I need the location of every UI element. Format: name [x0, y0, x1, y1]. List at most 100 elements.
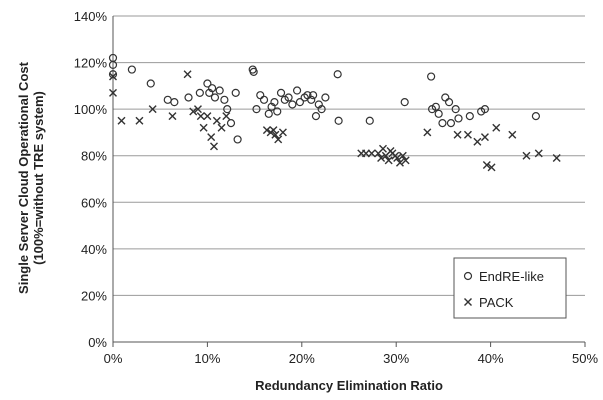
tick-labels: 0% 20% 40% 60% 80% 100% 120% 140% 0% 10% 20% 30% 40%…: [74, 9, 599, 366]
endre-like-point: [284, 93, 293, 102]
legend: EndRE-like PACK: [453, 257, 567, 319]
pack-point: [203, 112, 212, 121]
endre-like-point: [317, 105, 326, 114]
endre-like-point: [215, 86, 224, 95]
pack-point: [262, 126, 271, 135]
pack-point: [482, 161, 491, 170]
endre-like-point: [480, 105, 490, 114]
x-axis-title: Redundancy Elimination Ratio: [255, 378, 443, 393]
endre-like-point: [365, 116, 374, 125]
data-points: [108, 53, 561, 172]
y-tick-label: 40%: [81, 242, 107, 257]
endre-like-point: [264, 109, 273, 118]
endre-like-point: [163, 95, 172, 104]
pack-point: [207, 133, 216, 142]
endre-like-point: [334, 116, 343, 125]
pack-point: [395, 158, 404, 167]
pack-point: [463, 130, 472, 139]
x-tick-label: 10%: [194, 351, 220, 366]
pack-point: [480, 133, 489, 142]
y-tick-label: 120%: [74, 56, 108, 71]
y-axis-title-line2: (100%=without TRE system): [31, 91, 46, 265]
y-axis-title-line1: Single Server Cloud Operational Cost: [16, 61, 31, 294]
endre-like-point: [108, 70, 118, 79]
endre-like-point: [223, 105, 232, 114]
pack-point: [398, 151, 407, 160]
endre-like-point: [431, 102, 440, 111]
endre-like-point: [444, 98, 454, 107]
pack-point: [423, 128, 432, 137]
endre-like-point: [170, 98, 179, 107]
x-tick-label: 40%: [478, 351, 504, 366]
endre-like-point: [434, 109, 443, 118]
pack-point: [487, 163, 496, 172]
y-tick-label: 60%: [81, 195, 107, 210]
pack-point: [552, 154, 561, 163]
pack-point: [377, 154, 386, 163]
endre-like-point: [427, 72, 436, 81]
endre-like-point: [441, 93, 450, 102]
endre-like-point: [256, 91, 265, 100]
endre-like-point: [438, 119, 447, 128]
x-tick-label: 30%: [383, 351, 409, 366]
endre-like-point: [400, 98, 409, 107]
x-tick-label: 50%: [572, 351, 598, 366]
legend-circle-marker: [463, 271, 473, 281]
endre-like-point: [146, 79, 155, 88]
endre-like-point: [195, 88, 204, 97]
y-tick-label: 20%: [81, 288, 107, 303]
x-tick-label: 20%: [289, 351, 315, 366]
pack-point: [492, 123, 501, 132]
pack-point: [361, 149, 370, 158]
endre-like-point: [465, 112, 474, 121]
pack-point: [217, 123, 226, 132]
pack-point: [401, 156, 410, 165]
pack-point: [109, 72, 117, 81]
y-axis-title: Single Server Cloud Operational Cost (10…: [16, 61, 46, 294]
endre-like-point: [220, 95, 229, 104]
series-pack: [109, 70, 561, 172]
pack-point: [183, 70, 192, 79]
endre-like-point: [231, 88, 240, 97]
pack-point: [193, 105, 202, 114]
series-endre-like: [108, 53, 541, 144]
y-tick-label: 100%: [74, 102, 108, 117]
endre-like-point: [226, 119, 236, 128]
y-tick-label: 80%: [81, 149, 107, 164]
pack-point: [278, 128, 287, 137]
legend-label-endre: EndRE-like: [479, 269, 544, 284]
endre-like-point: [307, 95, 316, 104]
endre-like-point: [233, 135, 242, 144]
endre-like-point: [454, 114, 463, 123]
pack-point: [274, 135, 283, 144]
y-tick-label: 140%: [74, 9, 108, 24]
endre-like-point: [208, 84, 217, 93]
endre-like-point: [531, 112, 541, 121]
pack-point: [212, 116, 221, 125]
endre-like-point: [295, 98, 305, 107]
endre-like-point: [252, 105, 261, 114]
endre-like-point: [446, 119, 456, 128]
pack-point: [271, 130, 280, 139]
pack-point: [393, 154, 402, 163]
pack-point: [269, 126, 278, 135]
endre-like-point: [309, 91, 318, 100]
pack-point: [534, 149, 543, 158]
legend-cross-marker: [464, 298, 472, 306]
gridlines: [113, 15, 585, 296]
endre-like-point: [127, 65, 136, 74]
pack-point: [189, 107, 198, 116]
endre-like-point: [273, 107, 282, 116]
pack-point: [473, 137, 482, 146]
endre-like-point: [311, 112, 321, 121]
pack-point: [117, 116, 126, 125]
x-tick-label: 0%: [104, 351, 123, 366]
legend-label-pack: PACK: [479, 295, 514, 310]
endre-like-point: [270, 98, 279, 107]
endre-like-point: [184, 93, 193, 102]
pack-point: [196, 112, 205, 121]
endre-like-point: [249, 67, 258, 76]
pack-point: [453, 130, 462, 139]
endre-like-point: [321, 93, 330, 102]
